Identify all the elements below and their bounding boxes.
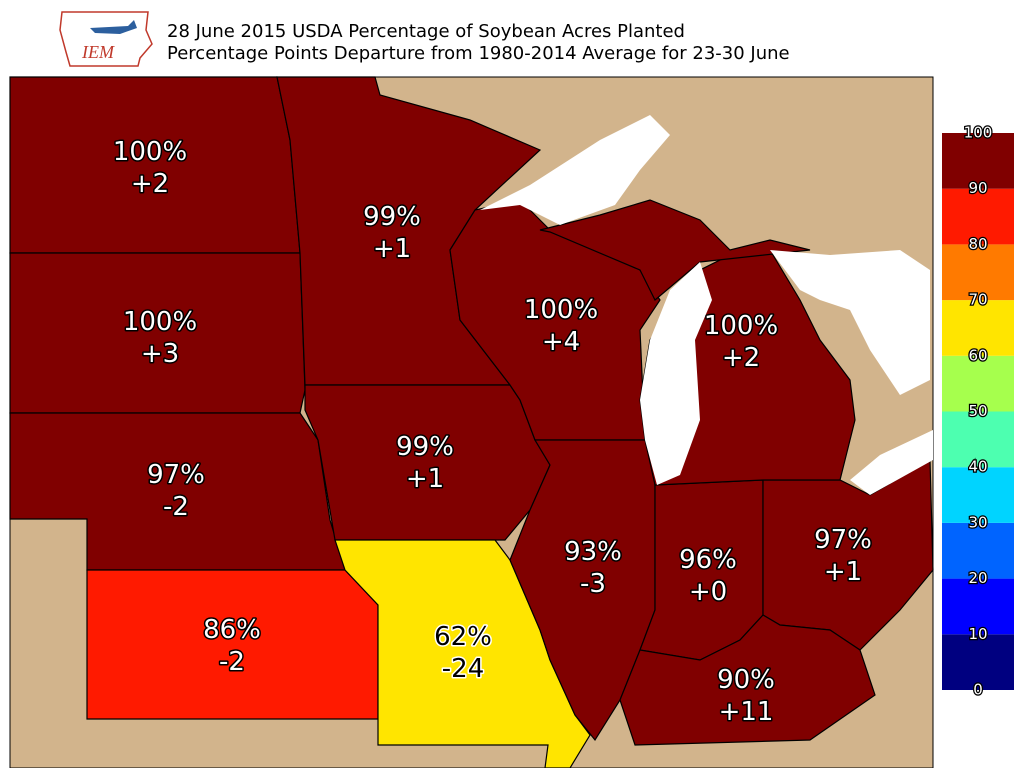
colorbar-tick-label: 60 [968, 346, 987, 364]
colorbar-segment [942, 634, 1014, 690]
state-departure: +4 [542, 327, 580, 357]
state-percent: 100% [123, 307, 197, 337]
colorbar-tick-label: 50 [968, 402, 987, 420]
lake-michigan [640, 262, 712, 485]
state-departure: -24 [442, 654, 484, 684]
colorbar-segment [942, 300, 1014, 356]
lake-superior [480, 115, 670, 225]
logo-text: IEM [81, 42, 115, 62]
colorbar-tick-label: 70 [968, 291, 987, 309]
colorbar-tick-label: 90 [968, 179, 987, 197]
state-percent: 99% [396, 432, 454, 462]
state-michigan-upper [539, 199, 811, 301]
colorbar-tick-label: 100 [964, 124, 993, 142]
state-percent: 62% [434, 622, 492, 652]
state-departure: -2 [219, 647, 245, 677]
state-south-dakota [9, 252, 306, 414]
colorbar-segment [942, 467, 1014, 523]
colorbar-tick-label: 0 [973, 681, 983, 699]
state-percent: 100% [704, 311, 778, 341]
colorbar-segment [942, 522, 1014, 579]
state-percent: 90% [717, 665, 775, 695]
lake-erie [850, 430, 933, 495]
colorbar-segment [942, 355, 1014, 412]
state-percent: 86% [203, 615, 261, 645]
colorbar-tick-label: 30 [968, 513, 987, 531]
colorbar-segment [942, 411, 1014, 468]
colorbar-segment [942, 578, 1014, 635]
colorbar-segment [942, 188, 1014, 245]
logo: IEM [59, 11, 153, 67]
state-percent: 93% [564, 537, 622, 567]
state-departure: -2 [163, 492, 189, 522]
logo-plane [90, 20, 137, 34]
lake-huron [770, 250, 930, 395]
colorbar-segment [942, 244, 1014, 301]
colorbar-tick-label: 40 [968, 458, 987, 476]
colorbar-tick-label: 80 [968, 235, 987, 253]
lakes [480, 115, 933, 495]
colorbar-tick-label: 10 [968, 625, 987, 643]
title: 28 June 2015 USDA Percentage of Soybean … [167, 21, 685, 42]
colorbar-segment [942, 133, 1014, 189]
state-departure: +11 [719, 697, 774, 727]
state-departure: +2 [131, 169, 169, 199]
state-percent: 96% [679, 545, 737, 575]
state-departure: -3 [580, 569, 606, 599]
state-departure: +3 [141, 339, 179, 369]
state-percent: 100% [524, 295, 598, 325]
state-kentucky [619, 614, 876, 746]
subtitle: Percentage Points Departure from 1980-20… [167, 43, 790, 64]
state-iowa [304, 384, 551, 541]
colorbar-tick-label: 20 [968, 569, 987, 587]
state-percent: 97% [147, 460, 205, 490]
state-departure: +2 [722, 343, 760, 373]
state-departure: +1 [373, 234, 411, 264]
state-percent: 100% [113, 137, 187, 167]
state-departure: +1 [406, 464, 444, 494]
state-departure: +1 [824, 557, 862, 587]
state-departure: +0 [689, 577, 727, 607]
state-percent: 97% [814, 525, 872, 555]
state-percent: 99% [363, 202, 421, 232]
